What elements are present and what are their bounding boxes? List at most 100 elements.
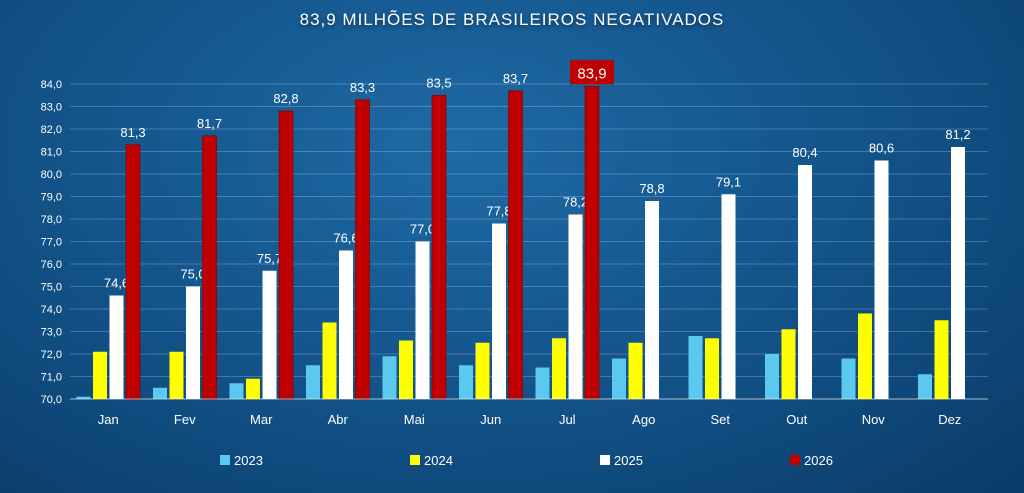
bar-2025-out [798, 165, 812, 399]
legend-swatch-2023 [220, 455, 230, 465]
y-tick-label: 74,0 [41, 304, 62, 316]
bar-2025-jun [492, 223, 506, 399]
data-label-highlight: 83,9 [577, 65, 606, 82]
bar-2023-jun [459, 365, 473, 399]
bar-2026-abr [355, 99, 370, 400]
bar-2024-set [705, 338, 719, 399]
bar-2023-ago [612, 358, 626, 399]
y-tick-label: 81,0 [41, 147, 62, 159]
data-label: 81,2 [945, 127, 970, 142]
x-tick-label: Fev [174, 412, 196, 427]
data-label: 75,0 [180, 267, 205, 282]
bar-2023-dez [918, 374, 932, 399]
bar-2026-jun [508, 90, 523, 400]
data-label: 83,5 [426, 75, 451, 90]
bar-2025-jul [568, 214, 583, 399]
bar-2025-ago [645, 201, 659, 399]
bar-2026-fev [202, 135, 217, 400]
y-tick-label: 72,0 [41, 349, 62, 361]
bar-2024-abr [322, 322, 337, 399]
x-tick-label: Jan [98, 412, 119, 427]
y-tick-label: 80,0 [41, 169, 62, 181]
x-tick-label: Set [710, 412, 730, 427]
bar-2025-fev [186, 286, 200, 399]
y-tick-label: 75,0 [41, 282, 62, 294]
legend-label-2026: 2026 [804, 453, 833, 468]
bar-2026-jan [125, 144, 141, 400]
data-label: 75,7 [257, 251, 282, 266]
bar-2026-mai [431, 94, 447, 400]
bar-2024-jan [93, 351, 107, 399]
x-tick-label: Mai [404, 412, 425, 427]
y-tick-label: 82,0 [41, 124, 62, 136]
legend-label-2023: 2023 [234, 453, 263, 468]
y-tick-label: 77,0 [41, 237, 62, 249]
data-label: 81,7 [197, 116, 222, 131]
bar-2025-nov [874, 160, 889, 399]
data-label: 83,7 [503, 71, 528, 86]
bar-2024-ago [628, 342, 643, 399]
data-label: 77,8 [486, 204, 511, 219]
legend-swatch-2024 [410, 455, 420, 465]
y-tick-label: 73,0 [41, 327, 62, 339]
x-tick-label: Dez [938, 412, 961, 427]
y-tick-label: 71,0 [41, 372, 62, 384]
x-tick-label: Nov [862, 412, 886, 427]
data-label: 78,2 [563, 195, 588, 210]
bar-2023-nov [841, 358, 856, 399]
bar-2024-nov [858, 313, 872, 399]
data-label: 80,6 [869, 141, 894, 156]
highlight-label-box [570, 60, 614, 85]
y-tick-label: 84,0 [41, 79, 62, 91]
y-tick-label: 78,0 [41, 214, 62, 226]
bar-2025-jan [109, 295, 124, 399]
data-label: 79,1 [716, 174, 741, 189]
data-label: 82,8 [273, 91, 298, 106]
x-tick-label: Jun [480, 412, 501, 427]
legend-label-2025: 2025 [614, 453, 643, 468]
legend-swatch-2025 [600, 455, 610, 465]
data-label: 81,3 [120, 125, 145, 140]
x-tick-label: Jul [559, 412, 576, 427]
bar-2024-dez [934, 320, 949, 399]
bar-2024-jul [552, 338, 566, 399]
bar-2024-jun [475, 342, 490, 399]
data-label: 80,4 [792, 145, 817, 160]
bar-2023-mai [382, 356, 397, 399]
bar-2023-set [688, 336, 703, 399]
bar-2025-abr [339, 250, 353, 399]
bar-2024-mar [246, 378, 260, 399]
bar-2023-out [765, 354, 779, 399]
y-tick-label: 79,0 [41, 192, 62, 204]
bar-2025-mar [262, 270, 277, 399]
x-tick-label: Abr [328, 412, 349, 427]
bar-2024-out [781, 329, 796, 399]
bar-2025-set [721, 194, 736, 399]
bar-2024-fev [169, 351, 184, 399]
data-label: 76,6 [333, 231, 358, 246]
chart-title: 83,9 MILHÕES DE BRASILEIROS NEGATIVADOS [299, 10, 725, 29]
data-label: 77,0 [410, 222, 435, 237]
x-tick-label: Out [786, 412, 807, 427]
y-tick-label: 83,0 [41, 102, 62, 114]
bar-2023-jan [76, 396, 91, 399]
legend-swatch-2026 [790, 455, 800, 465]
bar-2023-abr [306, 365, 320, 399]
x-tick-label: Ago [632, 412, 655, 427]
data-label: 78,8 [639, 181, 664, 196]
legend-label-2024: 2024 [424, 453, 453, 468]
bar-2023-jul [535, 367, 550, 399]
bar-2026-mar [278, 110, 294, 400]
bar-2023-mar [229, 383, 244, 399]
data-label: 74,6 [104, 276, 129, 291]
data-label: 83,3 [350, 80, 375, 95]
x-tick-label: Mar [250, 412, 273, 427]
y-tick-label: 70,0 [41, 394, 62, 406]
bar-2025-mai [415, 241, 430, 399]
bar-2025-dez [951, 147, 965, 399]
y-tick-label: 76,0 [41, 259, 62, 271]
bar-2023-fev [153, 387, 167, 399]
bar-2024-mai [399, 340, 413, 399]
